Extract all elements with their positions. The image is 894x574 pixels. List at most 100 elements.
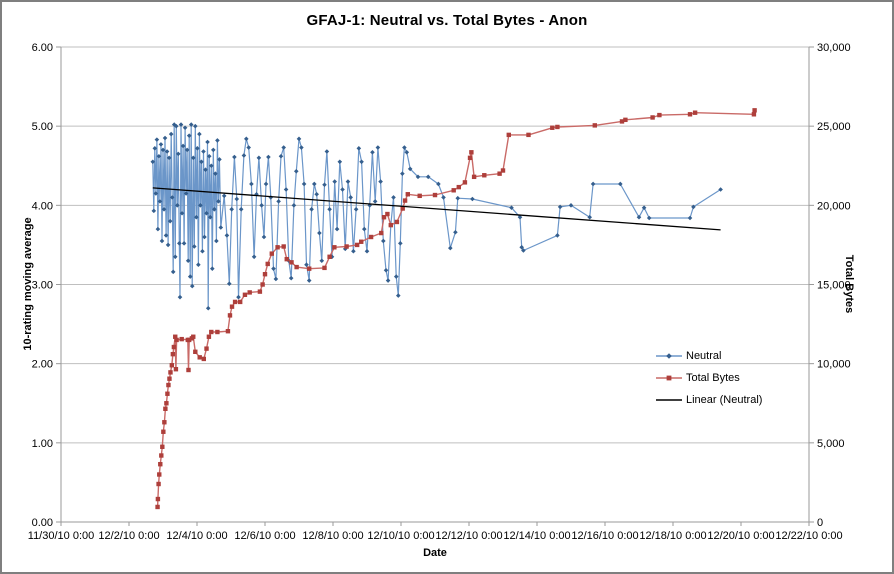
series-neutral-marker	[251, 254, 257, 260]
legend-item-linear-neutral: Linear (Neutral)	[656, 389, 762, 411]
series-neutral-marker	[281, 145, 286, 150]
series-neutral-marker	[636, 214, 642, 220]
series-neutral-marker	[324, 149, 330, 154]
y-left-tick-label: 5.00	[32, 121, 53, 133]
series-neutral-marker	[156, 153, 162, 159]
series-neutral-marker	[214, 238, 219, 244]
series-total-bytes-marker	[482, 173, 487, 178]
series-total-bytes-marker	[225, 329, 231, 334]
series-neutral-marker	[395, 293, 401, 298]
series-neutral-marker	[521, 248, 526, 253]
series-trendline-line	[152, 187, 721, 231]
series-neutral-marker	[168, 131, 174, 137]
y-right-tick-label: 30,000	[817, 42, 851, 54]
series-neutral-marker	[364, 248, 370, 254]
series-neutral-marker	[555, 233, 560, 238]
series-neutral-marker	[206, 153, 212, 159]
series-neutral-marker	[359, 159, 364, 165]
series-neutral-marker	[200, 248, 205, 254]
series-total-bytes-marker	[284, 256, 289, 262]
series-neutral-marker	[208, 163, 214, 169]
series-total-bytes-marker	[379, 230, 384, 236]
series-neutral-marker	[183, 191, 189, 196]
series-neutral-marker	[361, 226, 367, 232]
series-neutral-marker	[404, 149, 410, 155]
series-total-bytes-marker	[260, 282, 265, 287]
series-neutral-marker	[179, 210, 185, 216]
series-total-bytes-marker	[467, 155, 473, 161]
series-neutral-marker	[197, 131, 202, 137]
legend-label-neutral: Neutral	[686, 350, 722, 362]
series-total-bytes-marker	[550, 125, 555, 130]
series-neutral-marker	[327, 206, 332, 212]
y-left-tick-label: 3.00	[32, 280, 53, 292]
series-neutral-marker	[557, 204, 563, 210]
series-total-bytes-marker	[687, 112, 693, 117]
series-total-bytes-marker	[164, 401, 169, 406]
series-total-bytes-marker	[173, 334, 178, 339]
series-neutral-marker	[317, 230, 322, 236]
series-neutral-marker	[153, 191, 159, 196]
series-total-bytes-marker	[158, 462, 163, 467]
series-neutral-marker	[234, 196, 240, 202]
series-neutral-marker	[345, 179, 351, 184]
series-total-bytes-marker	[237, 299, 243, 305]
series-neutral-marker	[353, 206, 359, 212]
series-neutral-marker	[718, 187, 723, 192]
legend-item-neutral: Neutral	[656, 345, 762, 367]
y-left-tick-label: 4.00	[32, 200, 53, 212]
series-neutral-marker	[218, 225, 224, 230]
series-neutral-marker	[314, 191, 319, 197]
series-neutral-marker	[322, 182, 327, 188]
series-neutral-marker	[224, 233, 230, 238]
series-neutral-marker	[202, 234, 207, 240]
series-neutral-marker	[201, 149, 206, 154]
series-neutral-marker	[205, 305, 211, 311]
legend-label-total-bytes: Total Bytes	[686, 372, 740, 384]
series-neutral-marker	[400, 171, 405, 176]
series-total-bytes-marker	[186, 337, 192, 343]
series-total-bytes-marker	[170, 351, 176, 357]
series-neutral-marker	[190, 155, 196, 161]
series-neutral-marker	[236, 294, 241, 300]
series-neutral-marker	[215, 138, 220, 143]
series-total-bytes-marker	[417, 193, 422, 199]
x-tick-label: 12/8/10 0:00	[302, 530, 363, 542]
series-total-bytes-marker	[166, 382, 171, 388]
series-neutral-marker	[161, 206, 167, 212]
series-neutral-marker	[329, 254, 335, 260]
series-total-bytes-marker	[156, 481, 161, 487]
series-total-bytes-marker	[193, 349, 198, 354]
series-total-bytes-marker	[167, 376, 172, 381]
series-total-bytes-marker	[402, 198, 408, 203]
x-tick-label: 12/2/10 0:00	[98, 530, 159, 542]
series-neutral-marker	[181, 241, 187, 246]
series-neutral-marker	[212, 206, 217, 212]
series-neutral-marker	[370, 149, 375, 155]
series-neutral-marker	[568, 203, 574, 208]
series-neutral-marker	[312, 181, 317, 187]
series-neutral-marker	[273, 276, 279, 282]
series-neutral-marker	[304, 262, 309, 268]
series-neutral-marker	[176, 151, 181, 157]
series-neutral-marker	[167, 218, 173, 224]
legend-item-total-bytes: Total Bytes	[656, 367, 762, 389]
y-right-tick-label: 15,000	[817, 280, 851, 292]
x-tick-label: 11/30/10 0:00	[28, 530, 94, 542]
y-left-tick-label: 1.00	[32, 438, 53, 450]
series-neutral-marker	[238, 206, 244, 212]
series-neutral-marker	[441, 195, 446, 200]
series-neutral-marker	[455, 195, 461, 201]
legend-swatch-neutral-icon	[656, 353, 682, 359]
series-total-bytes-marker	[174, 337, 179, 343]
series-total-bytes-marker	[168, 370, 173, 375]
series-neutral-marker	[229, 206, 234, 212]
series-total-bytes-marker	[332, 245, 337, 250]
series-neutral-marker	[193, 123, 198, 129]
series-neutral-marker	[182, 125, 188, 131]
series-neutral-marker	[162, 135, 168, 141]
series-neutral-marker	[271, 266, 276, 271]
x-axis-title: Date	[423, 547, 447, 559]
series-neutral-marker	[340, 187, 345, 192]
